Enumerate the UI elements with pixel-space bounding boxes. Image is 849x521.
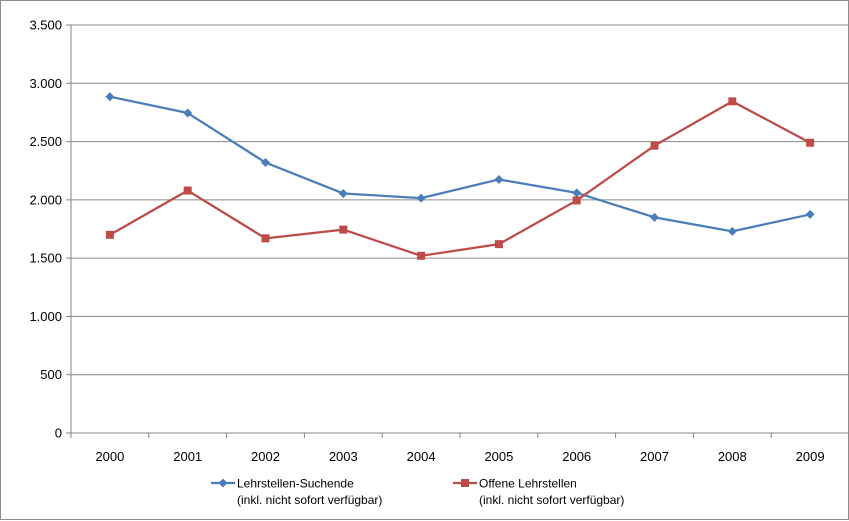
data-point: [261, 234, 270, 243]
data-point: [183, 108, 193, 118]
gridlines: [71, 24, 849, 376]
legend-label: Lehrstellen-Suchende: [237, 477, 354, 491]
data-point: [338, 188, 348, 198]
x-tick-label: 2006: [562, 449, 591, 464]
x-tick-label: 2009: [796, 449, 825, 464]
data-point: [806, 138, 815, 147]
legend-item-0: Lehrstellen-Suchende (inkl. nicht sofort …: [211, 477, 382, 507]
y-tick-label: 3.500: [29, 18, 62, 33]
x-tick-label: 2008: [718, 449, 747, 464]
y-tick-label: 1.000: [29, 309, 62, 324]
series-group: [105, 92, 815, 260]
legend-marker: [461, 479, 469, 487]
y-tick-label: 2.000: [29, 192, 62, 207]
data-point: [494, 174, 504, 184]
data-point: [183, 186, 192, 195]
x-tick-label: 2001: [173, 449, 202, 464]
legend-label-line2: (inkl. nicht sofort verfügbar): [237, 493, 382, 507]
series-1: [105, 97, 815, 260]
x-tick-label: 2005: [484, 449, 513, 464]
legend-label-line2: (inkl. nicht sofort verfügbar): [479, 493, 624, 507]
data-point: [572, 188, 582, 198]
axes: 0 500 1.000 1.500 2.000 2.500 3.000 3.500 2000 20…: [29, 18, 849, 464]
data-point: [339, 225, 348, 234]
data-point: [417, 251, 426, 260]
data-point: [105, 92, 115, 102]
data-point: [650, 212, 659, 222]
legend-marker: [218, 478, 228, 488]
data-point: [494, 240, 503, 249]
x-tick-label: 2004: [407, 449, 436, 464]
data-point: [572, 196, 581, 205]
y-tick-label: 500: [40, 367, 62, 382]
legend-label: Offene Lehrstellen: [479, 477, 577, 491]
legend-item-1: Offene Lehrstellen (inkl. nicht sofort ve…: [453, 477, 624, 507]
data-point: [416, 193, 426, 203]
series-line: [109, 100, 811, 257]
y-tick-label: 2.500: [29, 134, 62, 149]
data-point: [261, 158, 270, 168]
x-tick-label: 2003: [329, 449, 358, 464]
data-point: [727, 226, 737, 236]
data-point: [105, 230, 114, 239]
data-point: [728, 97, 737, 106]
legend: Lehrstellen-Suchende (inkl. nicht sofort …: [211, 477, 624, 507]
series-0: [105, 92, 815, 236]
series-line: [109, 95, 811, 233]
y-tick-label: 0: [55, 426, 62, 441]
y-tick-label: 3.000: [29, 76, 62, 91]
data-point: [805, 209, 815, 219]
x-tick-label: 2007: [640, 449, 669, 464]
y-tick-label: 1.500: [29, 251, 62, 266]
x-tick-label: 2000: [95, 449, 124, 464]
x-tick-label: 2002: [251, 449, 280, 464]
data-point: [650, 141, 659, 150]
